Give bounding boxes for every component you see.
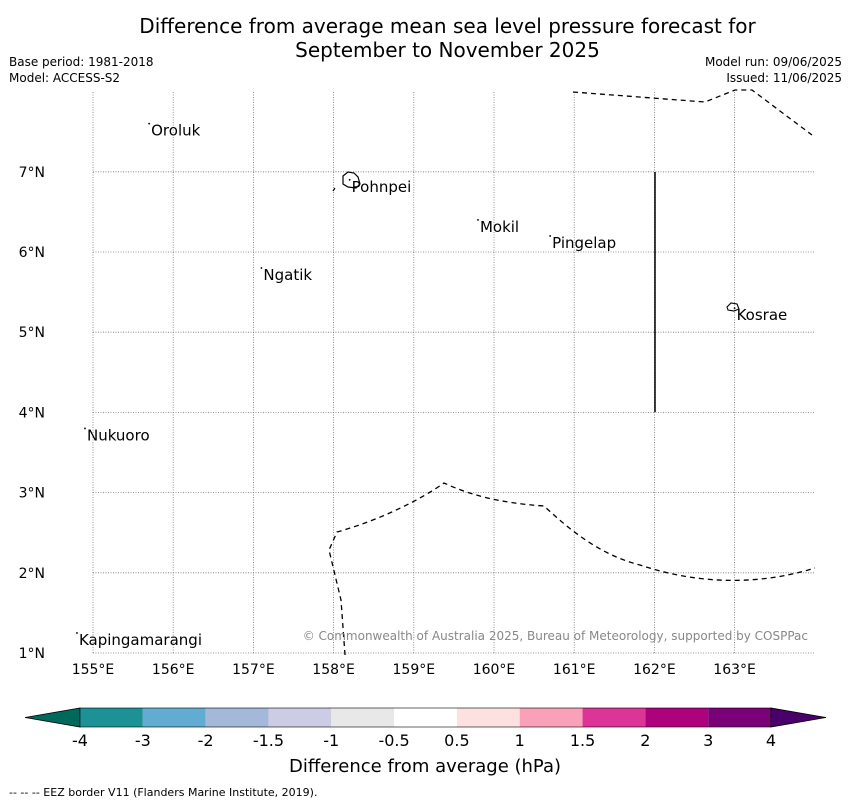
colorbar: -4 -3 -2 -1.5 -1 -0.5 0.5 1 1.5 2 3 4 [24, 707, 827, 750]
lon-tick-label: 157°E [232, 662, 275, 678]
island-marker [76, 632, 78, 634]
colorbar-segment [708, 708, 771, 727]
lon-tick-label: 158°E [312, 662, 355, 678]
colorbar-outline [79, 707, 772, 728]
island-label: Kosrae [737, 306, 788, 324]
title-line-1: Difference from average mean sea level p… [139, 14, 756, 38]
lat-tick-label: 5°N [19, 325, 45, 341]
meta-left: Base period: 1981-2018 Model: ACCESS-S2 [9, 54, 154, 86]
island-label: Pingelap [552, 234, 616, 252]
title-line-2: September to November 2025 [295, 38, 600, 62]
colorbar-tick-label: -0.5 [378, 731, 409, 750]
island-label: Kapingamarangi [79, 631, 202, 649]
colorbar-tick-label: -1 [323, 731, 339, 750]
lon-tick-label: 162°E [633, 662, 676, 678]
island-labels: Oroluk Pohnpei Mokil Pingelap Ngatik Kosrae Nu… [76, 122, 787, 649]
island-label: Nukuoro [87, 426, 150, 444]
copyright-text: © Commonwealth of Australia 2025, Bureau… [303, 629, 808, 643]
pohnpei-coastline [342, 171, 361, 189]
model-run: Model run: 09/06/2025 [704, 55, 842, 69]
colorbar-tick-label: -3 [135, 731, 151, 750]
colorbar-segment [80, 708, 143, 727]
eez-border-north [572, 89, 813, 136]
colorbar-extend-low [24, 707, 81, 728]
island-marker [148, 122, 151, 125]
colorbar-tick-label: 2 [640, 731, 650, 750]
island-marker [260, 267, 263, 269]
colorbar-tick-label: -2 [198, 731, 214, 750]
meta-right: Model run: 09/06/2025 Issued: 11/06/2025 [705, 54, 842, 86]
colorbar-segment [519, 708, 583, 727]
model-name: Model: ACCESS-S2 [9, 71, 121, 85]
colorbar-tick-label: 4 [766, 731, 776, 750]
lon-tick-label: 163°E [713, 662, 756, 678]
island-marker [733, 307, 736, 310]
colorbar-segment [142, 708, 206, 727]
lat-tick-label: 7°N [19, 165, 45, 181]
island-label: Mokil [480, 218, 519, 236]
colorbar-segment [456, 708, 520, 727]
colorbar-tick-label: 1 [515, 731, 525, 750]
colorbar-tick-label: 3 [703, 731, 713, 750]
issued-date: Issued: 11/06/2025 [726, 71, 842, 85]
colorbar-tick-label: -1.5 [253, 731, 284, 750]
eez-border-south [328, 482, 816, 656]
colorbar-segment [582, 708, 646, 727]
eez-border-fragment [332, 187, 336, 192]
colorbar-extend-high [770, 707, 827, 728]
colorbar-segment [205, 708, 269, 727]
lat-tick-label: 3°N [19, 486, 45, 502]
island-marker [549, 235, 552, 237]
lat-tick-label: 6°N [19, 245, 45, 261]
chart-title: Difference from average mean sea level p… [0, 14, 850, 62]
lon-tick-label: 159°E [393, 662, 436, 678]
graticule [92, 92, 815, 654]
colorbar-tick-label: -4 [72, 731, 88, 750]
island-marker [348, 178, 351, 181]
colorbar-segment [394, 708, 457, 727]
colorbar-segment [645, 708, 709, 727]
island-label: Pohnpei [352, 178, 412, 196]
colorbar-segment [331, 708, 395, 727]
lon-tick-label: 160°E [473, 662, 516, 678]
lat-tick-label: 2°N [19, 566, 45, 582]
base-period: Base period: 1981-2018 [9, 55, 154, 69]
kosrae-coastline [726, 302, 740, 312]
lat-tick-label: 1°N [19, 646, 45, 662]
axis-tick-labels: 155°E 156°E 157°E 158°E 159°E 160°E 161°E 162°E… [19, 165, 756, 678]
colorbar-segment [268, 708, 332, 727]
colorbar-title: Difference from average (hPa) [289, 756, 561, 777]
eez-borders [328, 89, 816, 656]
island-label: Oroluk [151, 122, 200, 140]
lon-tick-label: 155°E [72, 662, 115, 678]
island-label: Ngatik [263, 266, 312, 284]
lon-tick-label: 156°E [152, 662, 195, 678]
island-marker [84, 427, 86, 430]
island-marker [477, 219, 479, 221]
colorbar-tick-label: 0.5 [444, 731, 469, 750]
footer-eez-note: -- -- -- EEZ border V11 (Flanders Marine… [9, 786, 318, 799]
colorbar-tick-label: 1.5 [570, 731, 595, 750]
lat-tick-label: 4°N [19, 405, 45, 421]
lon-tick-label: 161°E [553, 662, 596, 678]
